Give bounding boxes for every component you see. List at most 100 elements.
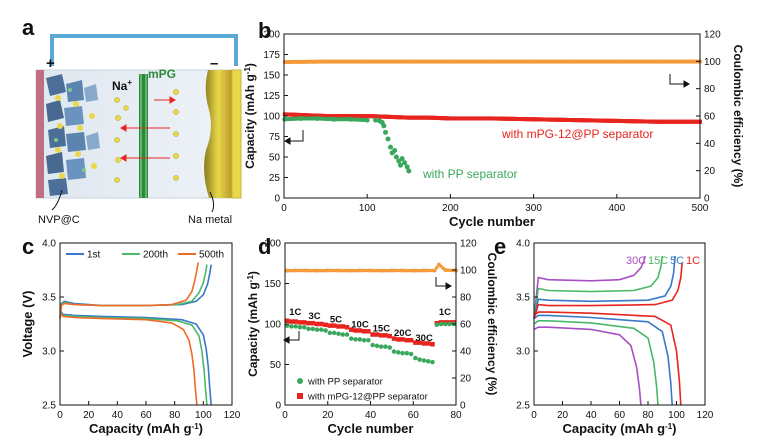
legend-label: 200th (143, 250, 168, 261)
data-point (340, 332, 345, 337)
sodium-ion-label: Na+ (112, 78, 132, 93)
data-point (391, 349, 397, 354)
y2-tick-label: 60 (460, 320, 472, 331)
mpg-membrane (139, 74, 148, 198)
c-x-axis-label: Capacity (mAh g-1) (89, 421, 203, 436)
nvp-crystal-structure (46, 74, 100, 196)
data-point (396, 337, 401, 342)
external-circuit-wire (50, 34, 238, 66)
data-point (378, 333, 384, 338)
y-tick-label: 25 (269, 173, 281, 184)
data-point (293, 319, 298, 324)
data-point (301, 324, 307, 330)
x-tick-label: 80 (642, 410, 654, 421)
data-point (383, 129, 389, 135)
y2-tick-label: 40 (460, 347, 472, 358)
x-tick-label: 120 (697, 410, 714, 421)
rate-legend-label: 15C (648, 255, 668, 267)
y2-tick-label: 120 (704, 30, 721, 41)
positive-terminal-sign: + (46, 55, 55, 72)
x-tick-label: 0 (57, 410, 63, 421)
y2-tick-label: 120 (460, 239, 477, 250)
data-point (397, 162, 403, 168)
data-point (301, 320, 307, 325)
panel-letter-e: e (494, 234, 506, 259)
data-point (387, 144, 393, 150)
e-discharge-curve-30C (533, 326, 642, 406)
data-point (327, 323, 333, 328)
sodium-metal-anode (204, 70, 232, 198)
data-point (323, 322, 328, 328)
d-pp-series (284, 321, 457, 365)
anode-label: Na metal (188, 214, 232, 226)
x-tick-label: 20 (322, 410, 334, 421)
b-axes: 0 100 200 300 400 500025507510012515017520002… (263, 30, 721, 215)
e-charge-curve-5C (533, 255, 676, 319)
b-annotation-pp: with PP separator (422, 167, 518, 181)
data-point (365, 118, 370, 123)
data-point (353, 328, 358, 333)
y2-tick-label: 20 (704, 166, 716, 177)
d-rate-labels: 1C 3C 5C 10C 15C 20C 30C 1C (289, 307, 451, 344)
d-y2-axis-label: Coulombic efficiency (%) (485, 253, 499, 396)
data-point (323, 328, 328, 333)
rate-label: 1C (439, 307, 451, 318)
d-x-axis-label: Cycle number (328, 421, 414, 436)
y2-tick-label: 100 (704, 57, 721, 68)
data-point (344, 332, 350, 337)
y-tick-label: 100 (264, 320, 281, 331)
y2-tick-label: 40 (704, 139, 716, 150)
data-point (381, 123, 387, 129)
data-point (387, 333, 392, 339)
data-point (404, 337, 410, 343)
y-tick-label: 3.5 (516, 293, 530, 304)
b-annotation-mpg: with mPG-12@PP separator (501, 127, 653, 141)
x-tick-label: 40 (112, 410, 124, 421)
rate-label: 5C (330, 314, 342, 325)
data-point (327, 330, 333, 336)
data-point (357, 328, 363, 333)
panel-letter-a: a (22, 15, 35, 40)
y2-tick-label: 60 (704, 112, 716, 123)
data-point (293, 324, 298, 329)
y-tick-label: 175 (263, 50, 280, 61)
sodium-ions-left (114, 97, 129, 183)
data-point (404, 350, 410, 356)
c-legend: 1st 200th 500th (66, 250, 224, 261)
x-tick-label: 40 (365, 410, 377, 421)
x-tick-label: 0 (281, 203, 287, 214)
data-point (370, 342, 375, 348)
data-point (434, 322, 440, 328)
x-tick-label: 100 (668, 410, 685, 421)
data-point (392, 147, 398, 153)
x-tick-label: 20 (557, 410, 569, 421)
y-tick-label: 150 (264, 279, 281, 290)
data-point (417, 357, 422, 362)
data-point (396, 350, 401, 355)
data-point (385, 136, 391, 142)
data-point (447, 321, 452, 327)
legend-swatch (297, 393, 303, 399)
data-point (297, 320, 303, 325)
rate-label: 20C (394, 328, 412, 339)
y2-tick-label: 0 (704, 194, 710, 205)
data-point (383, 333, 388, 338)
e-axes: 0 20 40 60 80 100 120 2.5 3.0 3.5 4.0 (516, 239, 714, 422)
b-pp-series (282, 115, 412, 174)
panel-b-chart: b 0 100 200 300 400 5000255075100125150175200… (243, 18, 745, 229)
data-point (314, 327, 320, 332)
rate-label: 10C (351, 319, 369, 330)
legend-label: 500th (199, 250, 224, 261)
x-tick-label: 120 (224, 410, 241, 421)
legend-label: with mPG-12@PP separator (307, 392, 428, 403)
y-tick-label: 150 (263, 71, 280, 82)
y2-tick-label: 80 (704, 84, 716, 95)
y-tick-label: 2.5 (516, 401, 530, 412)
x-tick-label: 200 (442, 203, 459, 214)
e-rate-legend: 30C 15C 5C 1C (626, 255, 700, 267)
b-coulombic-efficiency-series (282, 59, 702, 65)
data-point (289, 324, 294, 329)
x-tick-label: 100 (359, 203, 376, 214)
ion-flow-arrows (120, 96, 176, 162)
x-tick-label: 80 (450, 410, 462, 421)
